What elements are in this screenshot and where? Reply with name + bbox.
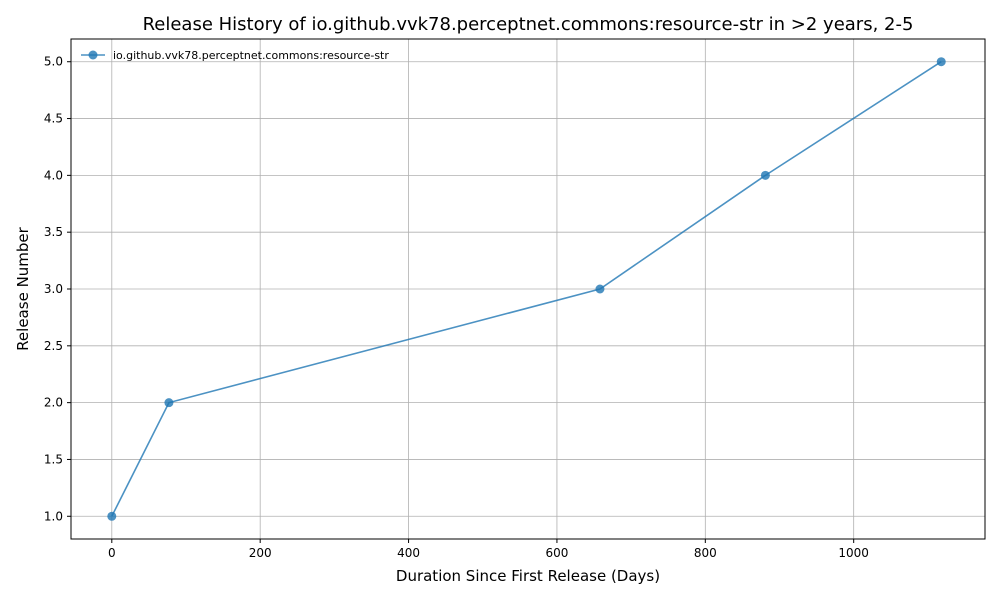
y-tick-label: 3.0 <box>44 282 63 296</box>
data-point <box>760 170 770 180</box>
y-tick-label: 4.5 <box>44 112 63 126</box>
y-tick-label: 2.5 <box>44 339 63 353</box>
legend: io.github.vvk78.perceptnet.commons:resou… <box>81 49 389 62</box>
y-tick-label: 3.5 <box>44 225 63 239</box>
y-tick-label: 2.0 <box>44 396 63 410</box>
data-point <box>595 284 605 294</box>
data-point <box>936 57 946 67</box>
grid-lines <box>71 39 985 539</box>
axis-ticks: 0 200 400 600 800 1000 1.0 1.5 2.0 2.5 3.0 3.5 4.0 4.… <box>44 55 869 560</box>
y-tick-label: 1.0 <box>44 509 63 523</box>
x-tick-label: 0 <box>108 546 116 560</box>
x-tick-label: 800 <box>694 546 717 560</box>
legend-entry: io.github.vvk78.perceptnet.commons:resou… <box>113 49 389 62</box>
y-tick-label: 4.0 <box>44 168 63 182</box>
y-tick-label: 5.0 <box>44 55 63 69</box>
x-tick-label: 600 <box>545 546 568 560</box>
x-tick-label: 400 <box>397 546 420 560</box>
legend-point-marker <box>88 50 98 60</box>
plot-frame <box>70 38 986 540</box>
chart-title: Release History of io.github.vvk78.perce… <box>143 14 914 35</box>
y-tick-label: 1.5 <box>44 452 63 466</box>
y-axis-label: Release Number <box>14 226 32 350</box>
x-tick-label: 1000 <box>838 546 869 560</box>
x-axis-label: Duration Since First Release (Days) <box>396 567 660 585</box>
x-tick-label: 200 <box>249 546 272 560</box>
series-layer <box>107 57 946 521</box>
data-point <box>164 398 174 408</box>
data-point <box>107 511 117 521</box>
